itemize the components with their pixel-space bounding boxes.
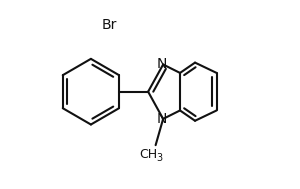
Text: Br: Br (102, 18, 117, 32)
Text: 3: 3 (156, 153, 162, 163)
Text: N: N (157, 112, 167, 126)
Text: N: N (157, 57, 167, 71)
Text: CH: CH (139, 148, 157, 161)
